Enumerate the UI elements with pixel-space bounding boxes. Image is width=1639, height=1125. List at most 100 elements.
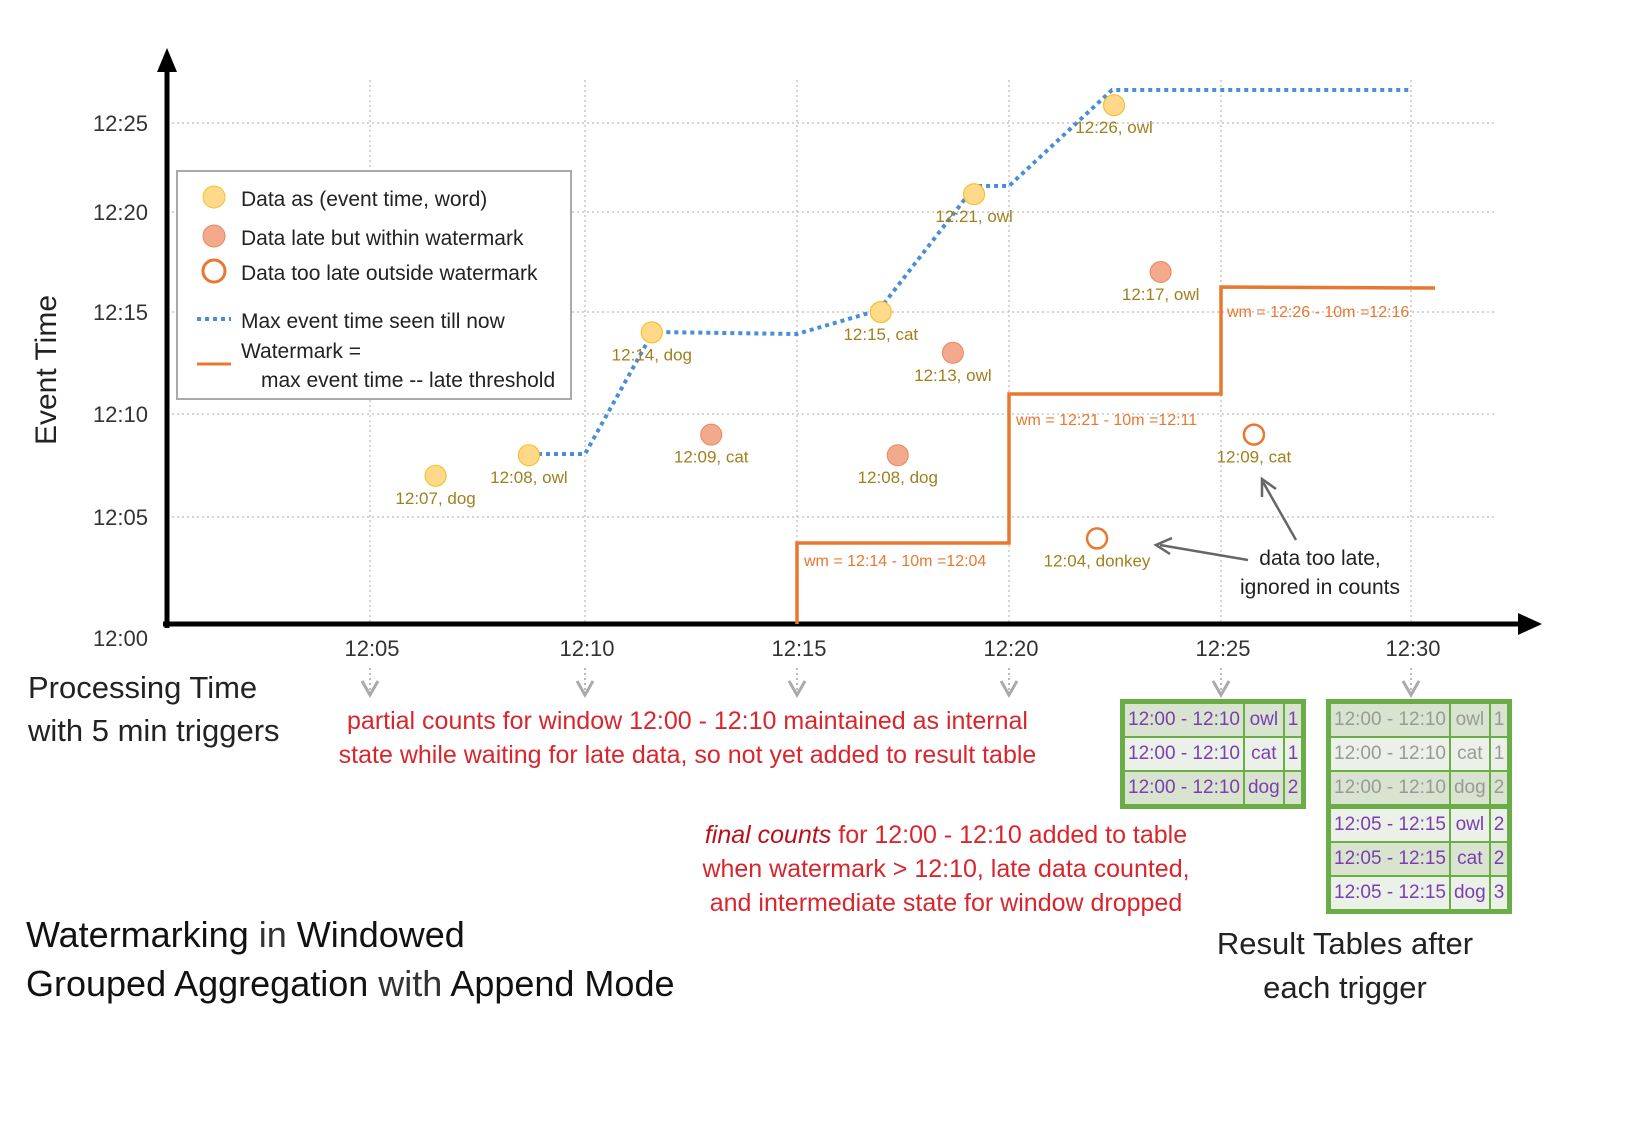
legend-max-line: Max event time seen till now: [241, 310, 506, 333]
trigger-arrow-icon: [787, 680, 807, 699]
late-circle-marker: [941, 341, 964, 364]
result-table-1230: 12:00 - 12:10 owl 1 12:00 - 12:10 cat 1 12:00 …: [1326, 699, 1513, 914]
late-circle-marker: [1149, 261, 1172, 283]
data-point-on-time: 12:14, dog: [612, 321, 692, 364]
data-point-late: 12:17, owl: [1122, 261, 1200, 304]
trigger-arrow-icon: [1211, 680, 1231, 699]
legend-too-late: Data too late outside watermark: [241, 262, 538, 285]
data-point-label: 12:08, dog: [858, 468, 938, 487]
data-point-label: 12:14, dog: [612, 345, 692, 364]
count-cell: 1: [1282, 736, 1305, 772]
x-tick-label: 12:05: [344, 636, 399, 661]
window-cell: 12:00 - 12:10: [1327, 736, 1451, 772]
word-cell: dog: [1242, 770, 1285, 808]
count-cell: 1: [1488, 736, 1511, 772]
x-tick-label: 12:15: [771, 636, 826, 661]
result-tables-caption: Result Tables after each trigger: [1190, 922, 1500, 1010]
data-point-late: 12:09, cat: [674, 423, 749, 467]
watermark-line: [795, 285, 1436, 624]
legend-late: Data late but within watermark: [241, 227, 524, 250]
data-point-label: 12:17, owl: [1122, 285, 1200, 304]
too-late-arrows: [1153, 476, 1298, 562]
word-cell: dog: [1448, 770, 1491, 808]
word-cell: dog: [1448, 875, 1491, 913]
result-table-1225: 12:00 - 12:10 owl 1 12:00 - 12:10 cat 1 12:00 …: [1120, 699, 1307, 809]
data-point-label: 12:21, owl: [935, 207, 1013, 226]
table-row: 12:00 - 12:10 cat 1: [1327, 736, 1511, 772]
window-cell: 12:00 - 12:10: [1327, 700, 1451, 738]
late-legend-icon: [202, 224, 226, 248]
count-cell: 3: [1488, 875, 1511, 913]
caption-line-2: each trigger: [1263, 970, 1427, 1005]
x-tick-label: 12:10: [559, 636, 614, 661]
title-part: with: [368, 963, 451, 1004]
x-axis-label-2: with 5 min triggers: [27, 713, 280, 748]
trigger-arrow-icon: [575, 680, 595, 699]
hollow-circle-marker: [1085, 527, 1109, 550]
data-point-label: 12:15, cat: [843, 325, 918, 344]
legend-watermark-1: Watermark =: [241, 340, 361, 363]
partial-note-line-2: state while waiting for late data, so no…: [338, 741, 1037, 769]
data-point-label: 12:07, dog: [395, 489, 475, 508]
page-title: Watermarking in Windowed Grouped Aggrega…: [26, 910, 675, 1008]
trigger-arrow-icon: [1401, 680, 1421, 699]
count-cell: 2: [1488, 841, 1511, 877]
y-tick-label: 12:25: [93, 111, 148, 136]
count-cell: 1: [1488, 700, 1511, 738]
count-cell: 2: [1488, 770, 1511, 808]
on-time-circle-marker: [517, 444, 540, 467]
data-point-label: 12:09, cat: [1217, 448, 1292, 467]
too-late-note-1: data too late,: [1259, 547, 1380, 570]
final-note-line-1: for 12:00 - 12:10 added to table: [831, 821, 1188, 849]
data-point-on-time: 12:08, owl: [490, 444, 568, 487]
hollow-circle-marker: [1242, 423, 1266, 446]
y-axis-label: Event Time: [30, 295, 63, 445]
data-point-on-time: 12:26, owl: [1075, 94, 1153, 137]
table-row: 12:00 - 12:10 owl 1: [1327, 700, 1511, 738]
window-cell: 12:05 - 12:15: [1327, 804, 1451, 843]
legend-on-time: Data as (event time, word): [241, 188, 487, 211]
max-event-time-line: [530, 88, 1411, 456]
legend-watermark-2: max event time -- late threshold: [261, 369, 555, 392]
on-time-circle-marker: [640, 321, 663, 344]
window-cell: 12:05 - 12:15: [1327, 875, 1451, 913]
title-part: Windowed: [296, 914, 465, 955]
window-cell: 12:00 - 12:10: [1121, 770, 1245, 808]
final-counts-emphasis: final counts: [704, 821, 832, 849]
table-row: 12:00 - 12:10 cat 1: [1121, 736, 1305, 772]
wm-label-2: wm = 12:21 - 10m =12:11: [1015, 412, 1197, 429]
data-point-on-time: 12:15, cat: [843, 300, 918, 344]
window-cell: 12:00 - 12:10: [1121, 700, 1245, 738]
too-late-legend-icon: [201, 258, 227, 284]
count-cell: 2: [1282, 770, 1305, 808]
count-cell: 1: [1282, 700, 1305, 738]
window-cell: 12:00 - 12:10: [1327, 770, 1451, 808]
trigger-arrow-icon: [999, 680, 1019, 699]
data-points: 12:07, dog 12:08, owl 12:14, dog 12:09, cat…: [395, 94, 1292, 570]
word-cell: cat: [1448, 736, 1491, 772]
data-point-label: 12:09, cat: [674, 448, 749, 467]
x-tick-label: 12:30: [1385, 636, 1440, 661]
trigger-arrow-icon: [360, 680, 380, 699]
on-time-circle-marker: [424, 464, 447, 487]
table-row: 12:00 - 12:10 owl 1: [1121, 700, 1305, 738]
wm-label-1: wm = 12:14 - 10m =12:04: [803, 553, 986, 570]
title-part: Watermarking: [26, 914, 249, 955]
data-point-on-time: 12:07, dog: [395, 464, 476, 508]
axis-ticks: 12:05 12:10 12:15 12:20 12:25 12:30 12:00 12:05…: [93, 111, 1441, 699]
legend: Data as (event time, word) Data late but…: [176, 170, 572, 400]
on-time-legend-icon: [202, 185, 226, 209]
window-cell: 12:05 - 12:15: [1327, 841, 1451, 877]
data-point-label: 12:04, donkey: [1044, 551, 1151, 570]
table-row: 12:05 - 12:15 cat 2: [1327, 841, 1511, 877]
y-tick-label: 12:10: [93, 402, 148, 427]
data-point-late: 12:13, owl: [914, 341, 992, 385]
y-tick-label: 12:20: [93, 200, 148, 225]
on-time-circle-marker: [869, 300, 892, 324]
data-point-label: 12:08, owl: [490, 468, 568, 487]
word-cell: cat: [1242, 736, 1285, 772]
x-axis-arrow: [1518, 613, 1542, 635]
y-tick-label: 12:15: [93, 300, 148, 325]
late-circle-marker: [886, 444, 909, 467]
